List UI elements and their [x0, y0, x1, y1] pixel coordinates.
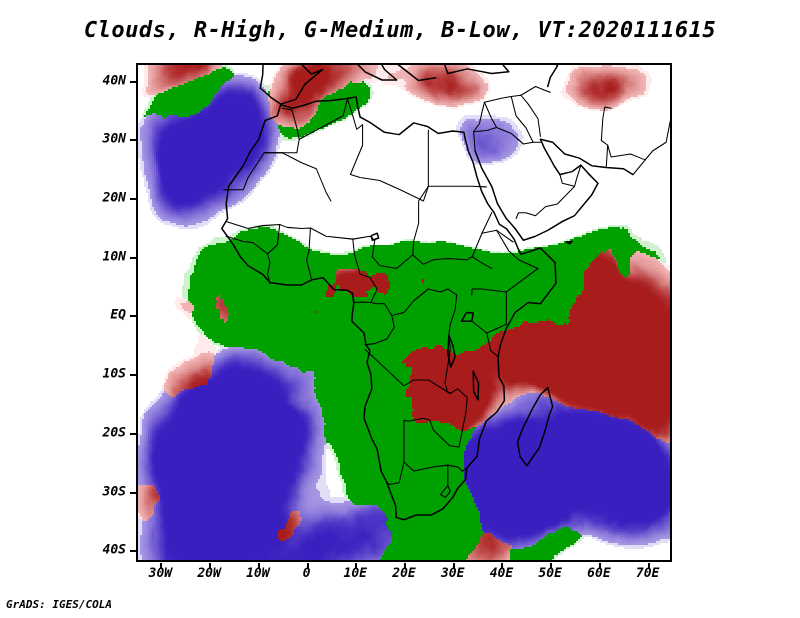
y-axis-tick-label: 20S: [102, 425, 126, 441]
x-axis-tick-label: 10E: [343, 566, 368, 581]
y-axis-tick-label: 40N: [102, 73, 126, 89]
y-axis-tick-label: 30N: [102, 131, 126, 147]
y-axis-tick-mark: [130, 432, 136, 435]
x-axis-tick-mark: [647, 563, 650, 569]
attribution-label: GrADS: IGES/COLA: [6, 598, 112, 611]
y-axis-tick-mark: [130, 374, 136, 377]
x-axis-tick-mark: [209, 563, 212, 569]
x-axis-tick-mark: [257, 563, 260, 569]
y-axis-tick-label: 40S: [102, 542, 126, 558]
x-axis-tick-mark: [501, 563, 504, 569]
x-axis-tick-mark: [404, 563, 406, 569]
x-axis-tick-label: 20E: [392, 566, 416, 581]
x-axis-tick-label: 30E: [440, 566, 465, 581]
y-axis-tick-label: 10S: [102, 366, 126, 382]
x-axis-tick-label: 50E: [538, 566, 562, 581]
x-axis-tick-mark: [160, 563, 163, 569]
y-axis-tick-mark: [130, 550, 136, 553]
y-axis-tick-mark: [130, 256, 136, 259]
x-axis-tick-label: 30W: [148, 566, 173, 581]
x-axis-tick-label: 20W: [197, 566, 221, 581]
x-axis-tick-label: 0: [302, 566, 311, 581]
cloud-field-canvas: [136, 63, 672, 562]
x-axis-tick-mark: [355, 563, 358, 569]
page-title: Clouds, R-High, G-Medium, B-Low, VT:2020…: [83, 18, 717, 43]
y-axis-tick-mark: [130, 80, 136, 83]
x-axis-tick-label: 70E: [635, 566, 660, 581]
x-axis-tick-label: 10W: [246, 566, 270, 581]
y-axis-tick-mark: [130, 491, 136, 494]
y-axis-tick-label: EQ: [110, 307, 126, 323]
x-axis-tick-mark: [452, 563, 455, 569]
y-axis-tick-mark: [130, 139, 136, 142]
x-axis-tick-label: 60E: [587, 566, 611, 581]
y-axis-tick-label: 10N: [102, 249, 126, 265]
y-axis-tick-mark: [130, 315, 136, 318]
y-axis-tick-label: 20N: [102, 190, 126, 206]
x-axis-tick-label: 40E: [489, 566, 514, 581]
y-axis-tick-label: 30S: [102, 484, 126, 500]
x-axis-tick-mark: [306, 563, 309, 569]
y-axis-tick-mark: [130, 198, 136, 201]
cloud-map-plot: [136, 63, 672, 562]
x-axis-tick-mark: [598, 563, 601, 569]
x-axis-tick-mark: [550, 563, 553, 569]
